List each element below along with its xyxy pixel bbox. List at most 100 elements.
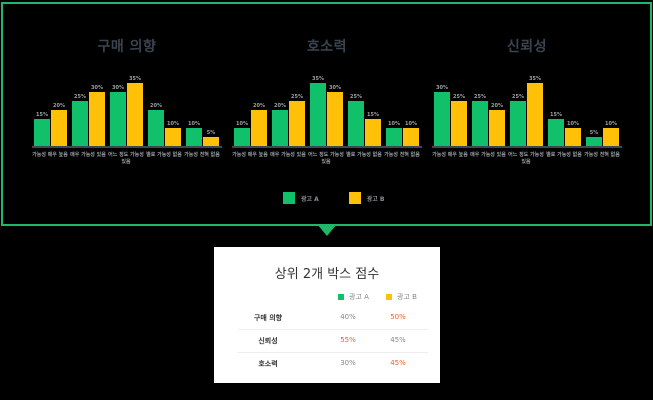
bar-chart-1: 구매 의향 15% 20% 25% 30% 30% 35% 20% 10% 10% 5% 가능성 …	[32, 0, 222, 180]
category-labels: 가능성 매우 높음 매우 가능성 있음 어느 정도 가능성 있음 별로 가능성 없음 가…	[232, 152, 422, 176]
value-label: 30%	[112, 85, 124, 91]
chart-title: 신뢰성	[506, 39, 548, 55]
bar-b	[289, 101, 305, 146]
bar-group: 25% 15%	[348, 60, 382, 146]
value-label: 20%	[150, 103, 162, 109]
bar-a	[234, 128, 250, 146]
row-label: 신뢰성	[258, 337, 278, 345]
category-label: 가능성 매우 높음	[32, 152, 68, 158]
bar-group: 30% 35%	[110, 60, 144, 146]
bar-group: 5% 10%	[586, 60, 620, 146]
value-label: 10%	[388, 121, 400, 127]
table-header: 광고 A 광고 B	[214, 292, 440, 306]
plot-area: 30% 25% 25% 20% 25% 35% 15% 10% 5% 10%	[432, 60, 622, 148]
bar-b	[203, 137, 219, 146]
bar-chart-2: 호소력 10% 20% 20% 25% 35% 30% 25% 15% 10% 10% 가능성 매…	[232, 0, 422, 180]
x-axis	[32, 146, 222, 148]
value-label: 20%	[253, 103, 265, 109]
bar-a	[434, 92, 450, 146]
value-label: 15%	[367, 112, 379, 118]
down-arrow-icon	[317, 224, 337, 236]
category-label: 매우 가능성 있음	[70, 152, 106, 158]
score-ad-a: 30%	[340, 359, 356, 367]
value-label: 25%	[350, 94, 362, 100]
score-ad-a: 40%	[340, 313, 356, 321]
value-label: 15%	[550, 112, 562, 118]
category-label: 어느 정도 가능성 있음	[108, 152, 144, 165]
value-label: 10%	[236, 121, 248, 127]
bar-group: 15% 10%	[548, 60, 582, 146]
legend-item-ad-a: 광고 A	[283, 192, 319, 204]
category-label: 가능성 전혀 없음	[384, 152, 420, 158]
bar-group: 10% 20%	[234, 60, 268, 146]
bar-a	[548, 119, 564, 146]
value-label: 5%	[589, 130, 599, 136]
x-axis	[432, 146, 622, 148]
plot-area: 15% 20% 25% 30% 30% 35% 20% 10% 10% 5%	[32, 60, 222, 148]
legend-label-a: 광고 A	[301, 195, 319, 203]
bar-group: 25% 35%	[510, 60, 544, 146]
bar-b	[451, 101, 467, 146]
bar-b	[403, 128, 419, 146]
bar-group: 15% 20%	[34, 60, 68, 146]
swatch-a-icon	[283, 192, 295, 204]
value-label: 25%	[512, 94, 524, 100]
category-label: 가능성 매우 높음	[232, 152, 268, 158]
value-label: 25%	[474, 94, 486, 100]
value-label: 5%	[206, 130, 216, 136]
score-ad-b: 50%	[390, 313, 406, 321]
category-label: 가능성 전혀 없음	[184, 152, 220, 158]
score-ad-b: 45%	[390, 359, 406, 367]
value-label: 25%	[74, 94, 86, 100]
legend-label-b: 광고 B	[366, 195, 385, 203]
x-axis	[232, 146, 422, 148]
bar-a	[272, 110, 288, 146]
bar-group: 25% 20%	[472, 60, 506, 146]
bar-b	[89, 92, 105, 146]
value-label: 20%	[274, 103, 286, 109]
chart-title: 구매 의향	[97, 39, 157, 55]
bar-b	[127, 83, 143, 146]
header-label-a: 광고 A	[349, 293, 369, 301]
bar-b	[51, 110, 67, 146]
table-row: 호소력 30% 45%	[238, 353, 428, 375]
value-label: 10%	[567, 121, 579, 127]
bar-a	[472, 101, 488, 146]
category-labels: 가능성 매우 높음 매우 가능성 있음 어느 정도 가능성 있음 별로 가능성 없음 가…	[432, 152, 622, 176]
category-label: 매우 가능성 있음	[270, 152, 306, 158]
category-label: 매우 가능성 있음	[470, 152, 506, 158]
category-label: 별로 가능성 없음	[546, 152, 582, 158]
row-label: 호소력	[258, 360, 278, 368]
bar-b	[603, 128, 619, 146]
bar-group: 30% 25%	[434, 60, 468, 146]
value-label: 30%	[329, 85, 341, 91]
bar-a	[148, 110, 164, 146]
value-label: 10%	[605, 121, 617, 127]
bar-b	[165, 128, 181, 146]
table-row: 신뢰성 55% 45%	[238, 330, 428, 353]
bar-b	[327, 92, 343, 146]
bar-group: 10% 5%	[186, 60, 220, 146]
swatch-b-icon	[348, 192, 361, 204]
chart-legend: 광고 A 광고 B	[283, 192, 384, 204]
bar-a	[386, 128, 402, 146]
bar-a	[34, 119, 50, 146]
category-label: 가능성 전혀 없음	[584, 152, 620, 158]
value-label: 10%	[188, 121, 200, 127]
bar-a	[348, 101, 364, 146]
top2-box-card: 상위 2개 박스 점수 광고 A 광고 B 구매 의향 40% 50% 신뢰성 5…	[214, 247, 440, 383]
value-label: 25%	[291, 94, 303, 100]
bar-group: 25% 30%	[72, 60, 106, 146]
row-label: 구매 의향	[253, 314, 283, 322]
bar-a	[110, 92, 126, 146]
value-label: 35%	[129, 76, 141, 82]
category-label: 가능성 매우 높음	[432, 152, 468, 158]
card-title: 상위 2개 박스 점수	[274, 267, 380, 282]
value-label: 35%	[312, 76, 324, 82]
value-label: 35%	[529, 76, 541, 82]
bar-b	[565, 128, 581, 146]
bar-a	[186, 128, 202, 146]
bar-b	[489, 110, 505, 146]
bar-group: 35% 30%	[310, 60, 344, 146]
value-label: 30%	[91, 85, 103, 91]
